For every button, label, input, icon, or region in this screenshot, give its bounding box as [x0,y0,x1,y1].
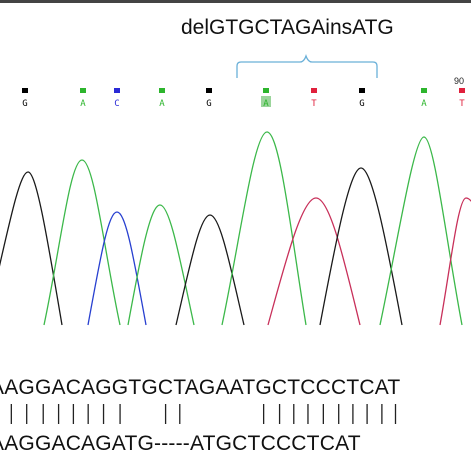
base-call-letter: T [311,99,317,109]
trace-peak-a [221,131,307,326]
base-call-marker [22,88,28,93]
base-call-t: T [311,88,317,109]
base-call-a: A [80,88,86,109]
trace-peak-c [87,211,147,326]
base-call-letter: G [359,99,364,109]
trace-peak-t [439,197,471,326]
base-call-letter: G [206,99,211,109]
trace-peak-g [319,167,403,326]
base-call-letter: A [80,99,86,109]
base-call-letter: G [22,99,27,109]
base-call-marker [311,88,317,93]
base-call-marker [114,88,120,93]
base-call-g: G [206,88,212,109]
base-call-letter: A [263,99,269,109]
trace-peak-g [0,171,63,326]
base-call-g: G [359,88,365,109]
base-call-marker [159,88,165,93]
base-call-letter: C [114,99,119,109]
query-sequence: AAGGACAGATG-----ATGCTCCCTCAT [0,432,361,455]
base-call-marker [206,88,212,93]
base-call-g: G [22,88,28,109]
mutation-annotation: delGTGCTAGAinsATG [181,16,394,39]
base-call-marker [459,88,465,93]
base-call-a: A [421,88,427,109]
chromatogram-traces [0,131,471,326]
base-call-letter: T [459,99,465,109]
base-call-c: C [114,88,120,109]
trace-peak-t [267,197,361,326]
mutation-bracket [236,53,378,78]
trace-peak-a [127,204,195,326]
top-border [0,0,471,3]
base-call-highlight [261,96,271,107]
base-call-letter: A [159,99,165,109]
base-call-a: A [261,88,271,109]
base-call-a: A [159,88,165,109]
base-call-letter: A [421,99,427,109]
alignment-match-bars [10,404,397,424]
position-marker: 90 [454,76,465,86]
trace-peak-a [379,136,463,326]
trace-peak-a [43,159,121,326]
base-call-t: T [459,88,465,109]
base-call-marker [359,88,365,93]
base-call-marker [80,88,86,93]
trace-peak-g [175,214,245,326]
base-call-marker [421,88,427,93]
base-call-marker [263,88,269,93]
reference-sequence: AAGGACAGGTGCTAGAATGCTCCCTCAT [0,376,401,399]
